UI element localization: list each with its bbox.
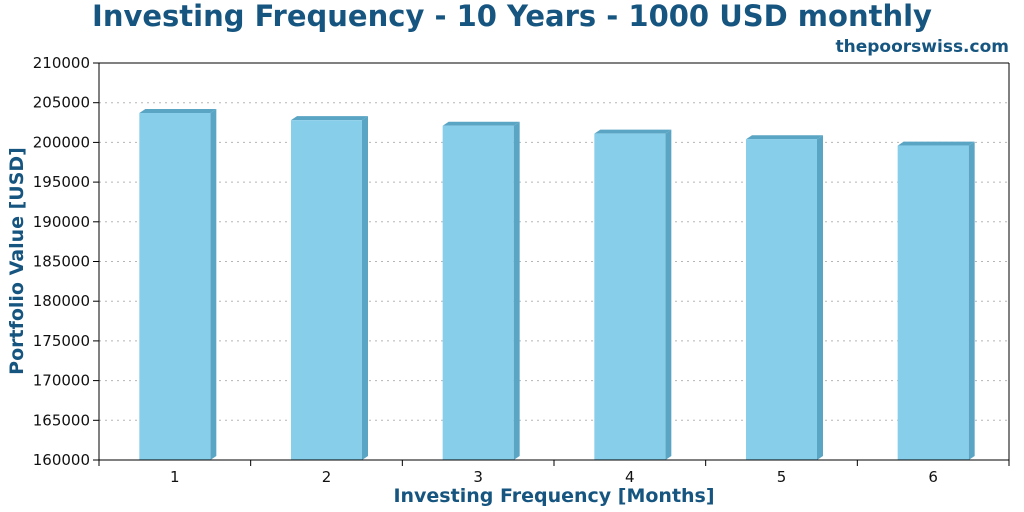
x-tick-label: 4 <box>625 468 635 486</box>
bar <box>594 129 672 460</box>
bar <box>897 141 975 461</box>
y-tick-label: 160000 <box>33 451 90 469</box>
bar-top <box>139 109 217 114</box>
bar <box>139 109 217 460</box>
bar <box>291 116 368 460</box>
x-tick-label: 1 <box>170 468 180 486</box>
y-tick-label: 175000 <box>33 332 90 350</box>
bar-top <box>594 129 672 134</box>
bar-front <box>291 120 362 460</box>
bar-side <box>210 109 217 460</box>
bar-side <box>665 129 672 460</box>
y-tick-label: 210000 <box>33 54 90 72</box>
x-tick-label: 2 <box>322 468 332 486</box>
y-tick-label: 170000 <box>33 372 90 390</box>
bar <box>442 121 520 460</box>
bar-top <box>746 135 823 140</box>
bar-front <box>594 133 666 460</box>
bar-side <box>513 121 520 460</box>
bar-front <box>746 139 817 460</box>
y-tick-label: 165000 <box>33 411 90 429</box>
x-tick-label: 5 <box>777 468 787 486</box>
x-tick-label: 6 <box>928 468 938 486</box>
y-tick-label: 185000 <box>33 253 90 271</box>
y-tick-label: 205000 <box>33 94 90 112</box>
bar-side <box>362 116 368 460</box>
bar-top <box>291 116 368 121</box>
bar-top <box>897 141 975 146</box>
bar <box>746 135 823 460</box>
chart-source: thepoorswiss.com <box>836 37 1010 57</box>
y-tick-label: 195000 <box>33 173 90 191</box>
bar-front <box>897 145 969 461</box>
y-axis-ticks: 160000 165000 170000 175000 180000 185000 1900… <box>33 54 99 469</box>
x-tick-label: 3 <box>473 468 483 486</box>
bar-front <box>139 113 211 460</box>
x-axis-title: Investing Frequency [Months] <box>393 485 714 507</box>
chart-title: Investing Frequency - 10 Years - 1000 US… <box>92 0 932 33</box>
bars <box>139 109 975 461</box>
bar-side <box>968 141 975 461</box>
grid-lines <box>99 62 1009 421</box>
x-axis-ticks: 1 2 3 4 5 6 <box>98 460 1010 486</box>
y-axis-title: Portfolio Value [USD] <box>6 147 28 375</box>
bar-top <box>442 121 520 126</box>
bar-side <box>817 135 823 460</box>
y-tick-label: 190000 <box>33 213 90 231</box>
y-tick-label: 180000 <box>33 292 90 310</box>
y-tick-label: 200000 <box>33 133 90 151</box>
bar-front <box>442 125 514 460</box>
